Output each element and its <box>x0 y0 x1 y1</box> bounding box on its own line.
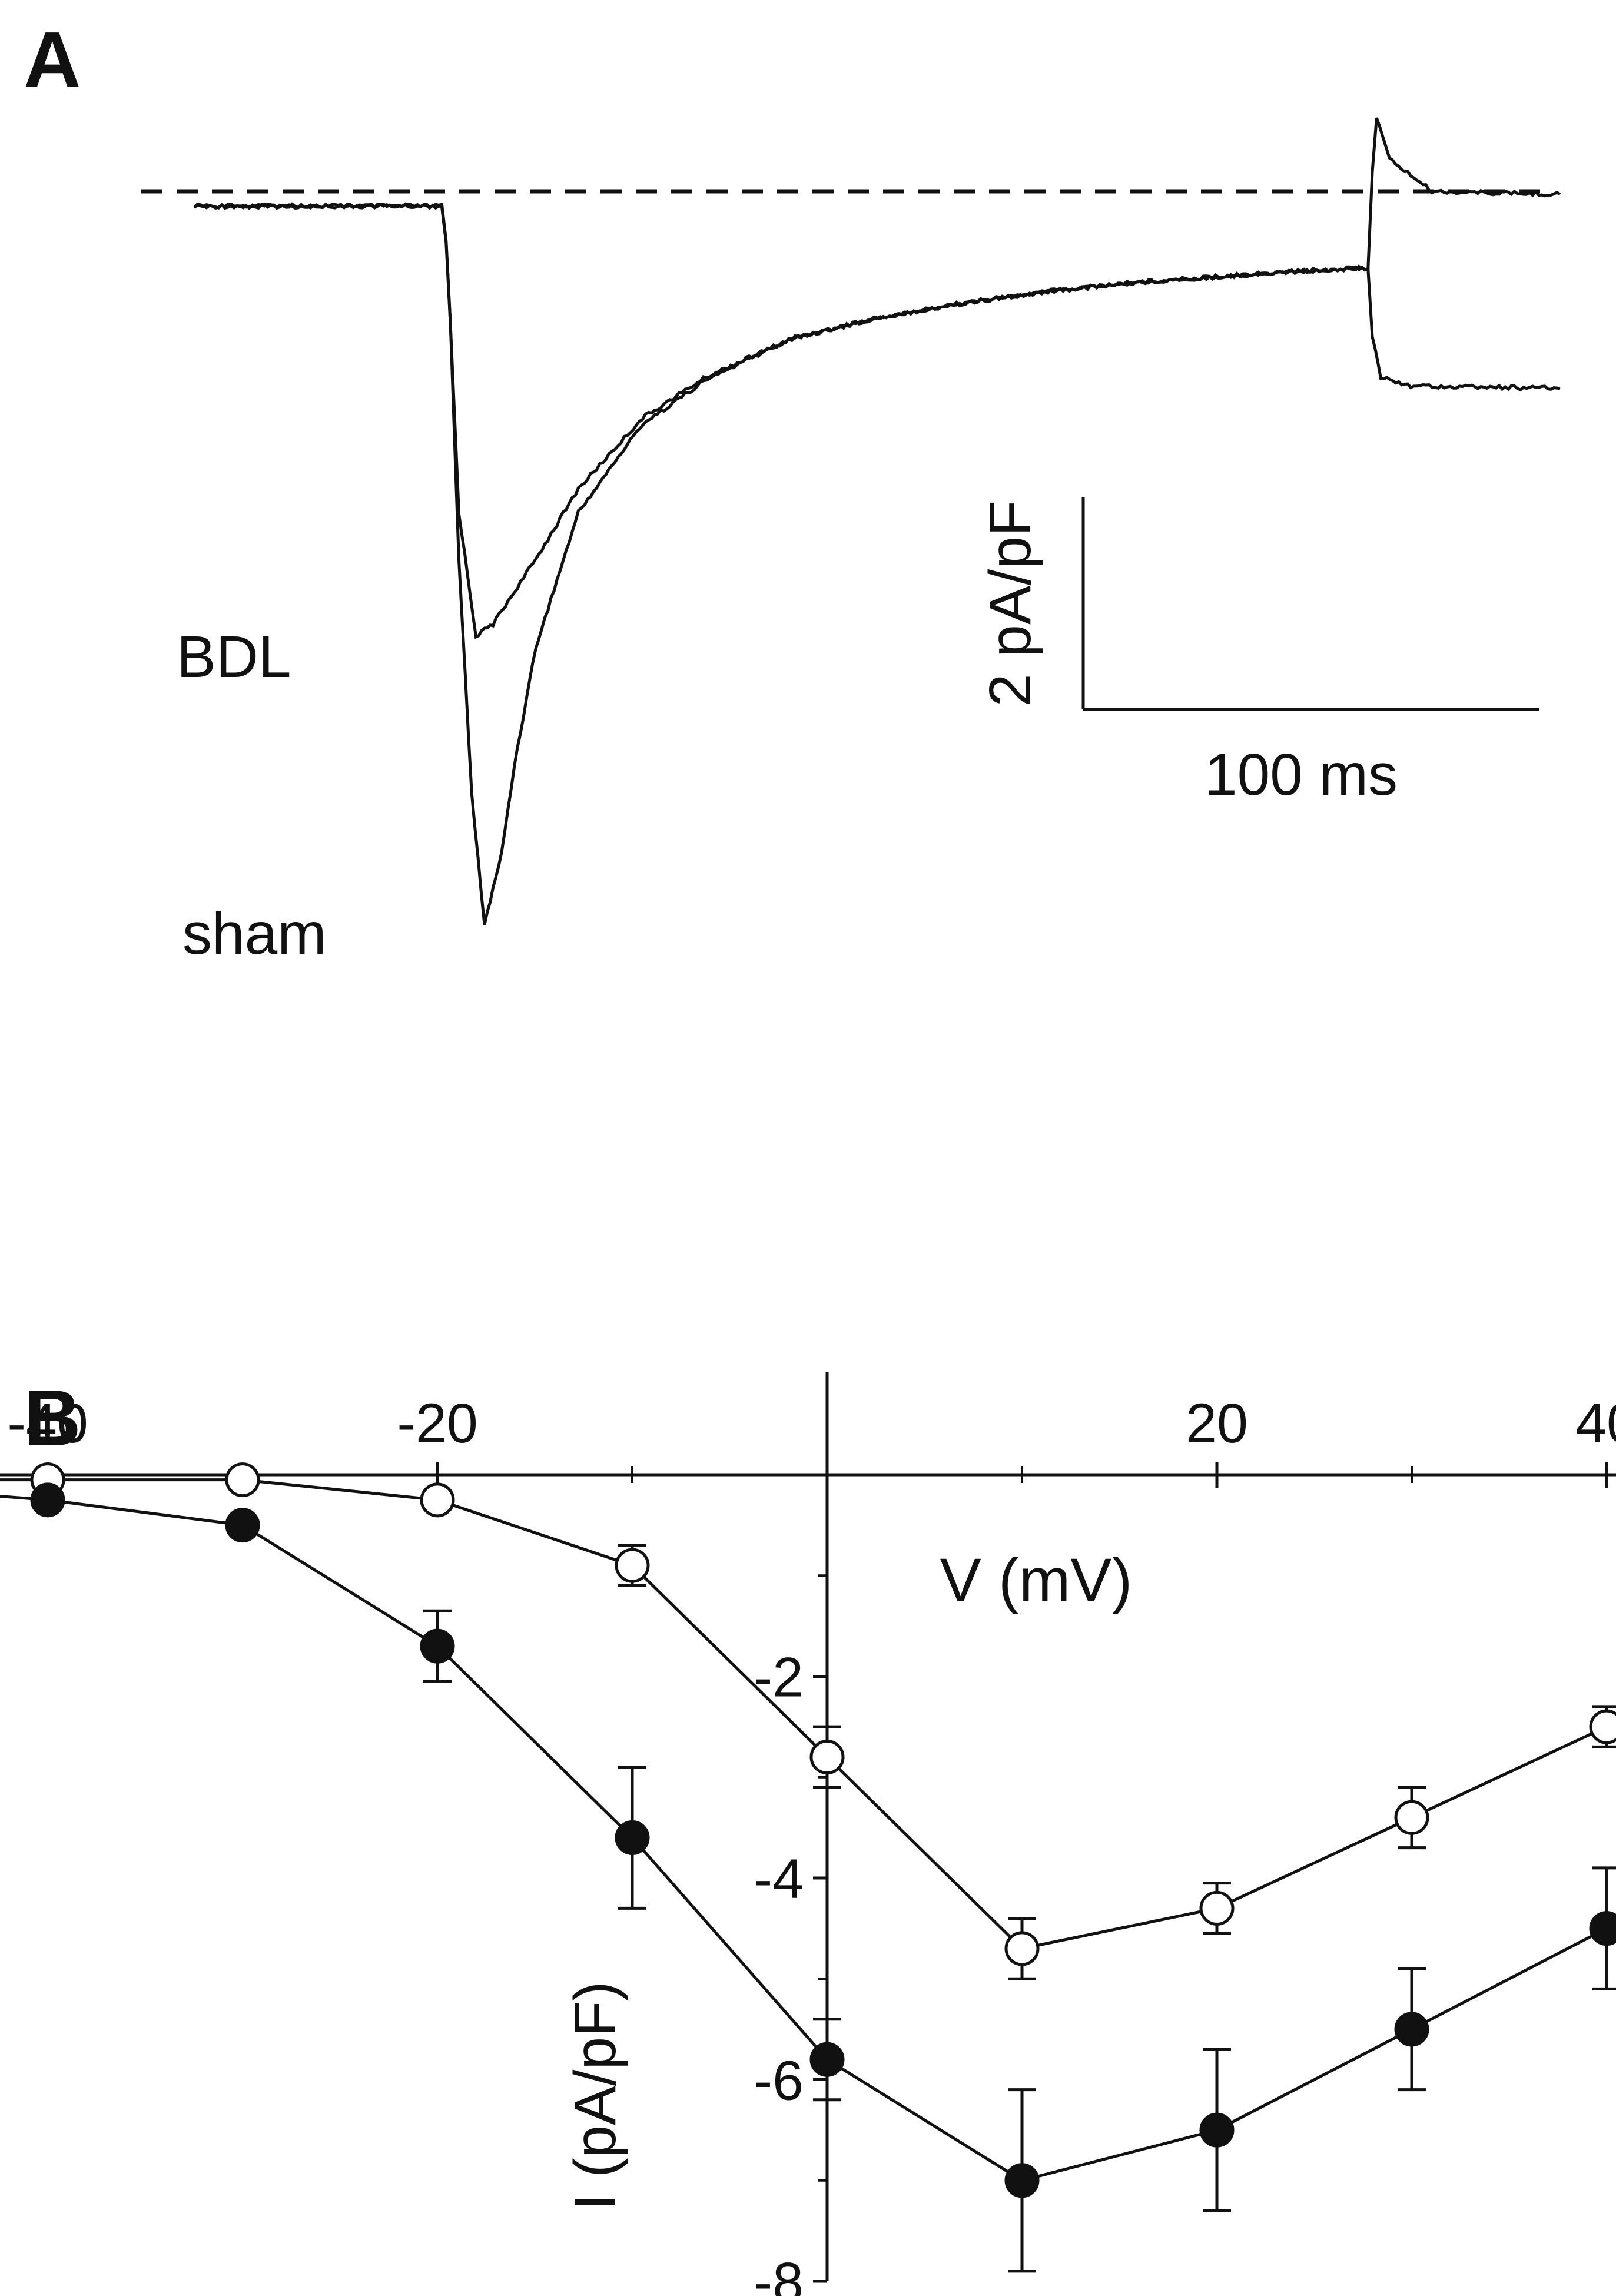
label-sham: sham <box>182 901 327 967</box>
data-point-sham <box>1589 1709 1616 1744</box>
series-bdl <box>0 1482 1616 2273</box>
data-point-sham <box>1199 1890 1235 1926</box>
data-point-sham <box>1004 1931 1040 1966</box>
data-point-bdl <box>225 1508 260 1543</box>
y-ticks: -2 -4 -6 -8 <box>754 1574 827 2296</box>
data-point-sham <box>225 1462 260 1498</box>
data-point-bdl <box>420 1628 455 1664</box>
series-line-bdl <box>0 1495 1616 2182</box>
trace-bdl <box>194 117 1561 639</box>
y-tick-label: -6 <box>754 2050 804 2112</box>
y-tick-label: -4 <box>754 1848 804 1910</box>
data-point-bdl <box>1394 2012 1429 2047</box>
x-tick-label: 20 <box>1186 1392 1248 1455</box>
panel-label-a: A <box>24 15 81 104</box>
panel-b: -60-40-20204060 -2-4-6-8 V (mV) I (pA/pF… <box>0 1372 1616 2296</box>
x-tick-label: -40 <box>7 1392 88 1455</box>
x-ticks: -60-40-20204060 <box>7 1392 1616 1488</box>
series-sham <box>0 1462 1616 1980</box>
scale-bar-vertical-label: 2 pA/pF <box>977 500 1043 706</box>
x-axis-label: V (mV) <box>940 1546 1133 1615</box>
data-point-bdl <box>809 2042 845 2077</box>
data-point-bdl <box>615 1820 650 1855</box>
y-tick-label: -8 <box>754 2251 804 2296</box>
data-point-sham <box>809 1740 845 1774</box>
panel-label-b: B <box>24 1373 81 1462</box>
x-tick-label: -20 <box>397 1392 477 1455</box>
y-tick-label: -2 <box>754 1647 804 1709</box>
data-point-bdl <box>1199 2112 1235 2148</box>
data-point-bdl <box>1589 1911 1616 1946</box>
panel-a: BDL sham 2 pA/pF 100 ms <box>141 117 1561 967</box>
trace-sham <box>193 202 1561 925</box>
data-point-bdl <box>30 1482 65 1518</box>
data-point-sham <box>1394 1800 1429 1835</box>
label-bdl: BDL <box>177 624 291 690</box>
x-tick-label: 40 <box>1575 1392 1616 1455</box>
data-point-bdl <box>1004 2163 1040 2198</box>
data-point-sham <box>615 1548 650 1583</box>
scale-bar-horizontal-label: 100 ms <box>1204 742 1398 808</box>
data-point-sham <box>420 1482 455 1518</box>
y-axis-label: I (pA/pF) <box>562 1982 628 2211</box>
series-line-sham <box>0 1478 1616 1950</box>
